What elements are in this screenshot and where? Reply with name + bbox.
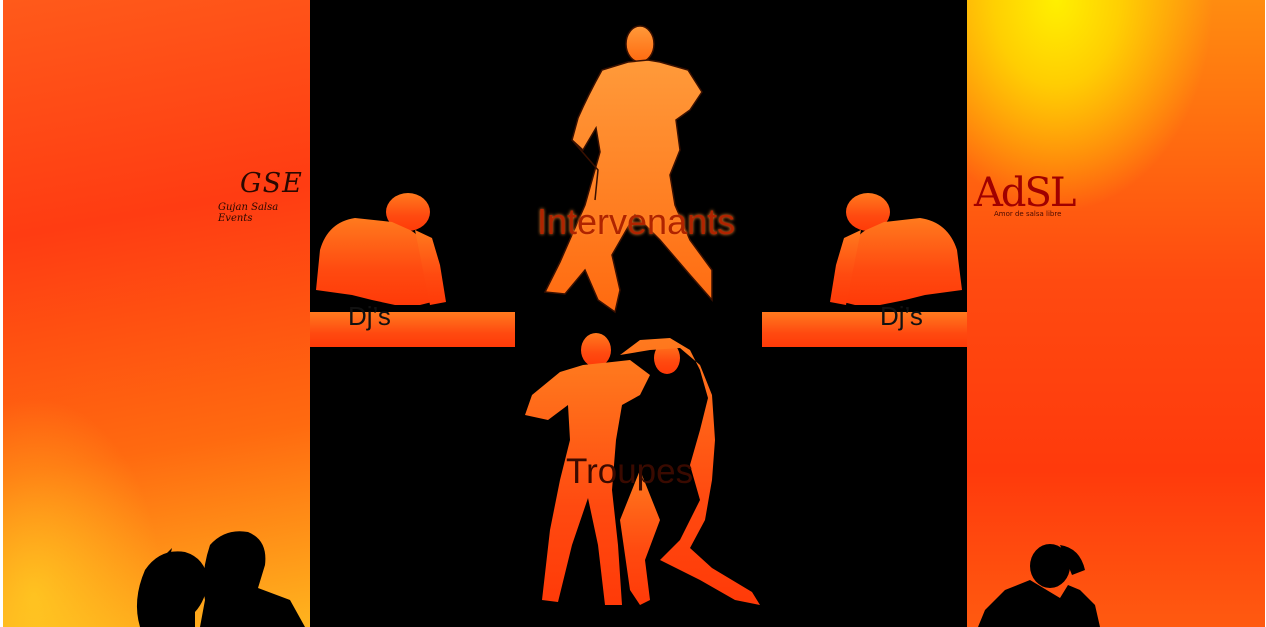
adsl-logo[interactable]: AdSL Amor de salsa libre — [972, 170, 1076, 230]
adsl-logo-text: AdSL — [974, 170, 1076, 216]
intervenants-couple-silhouette-icon — [543, 25, 713, 314]
adsl-logo-subtitle: Amor de salsa libre — [994, 210, 1062, 218]
left-decor-panel — [3, 0, 310, 627]
dj-right-silhouette-icon — [762, 193, 967, 347]
troupes-couple-silhouette-icon — [525, 333, 760, 605]
troupes-link[interactable]: Troupes — [566, 452, 694, 491]
gse-logo-subtitle: Gujan Salsa Events — [218, 202, 279, 224]
djs-right-link[interactable]: Dj’s — [880, 301, 923, 331]
djs-left-link[interactable]: Dj’s — [348, 301, 391, 331]
dj-left-silhouette-icon — [310, 193, 515, 347]
kissing-couple-silhouette-icon — [136, 531, 305, 627]
gse-logo-text: GSE — [240, 168, 303, 199]
seated-figure-silhouette-icon — [978, 544, 1100, 627]
right-decor-panel — [967, 0, 1265, 627]
intervenants-link[interactable]: Intervenants — [537, 201, 736, 242]
gse-logo[interactable]: GSE Gujan Salsa Events — [218, 168, 310, 224]
